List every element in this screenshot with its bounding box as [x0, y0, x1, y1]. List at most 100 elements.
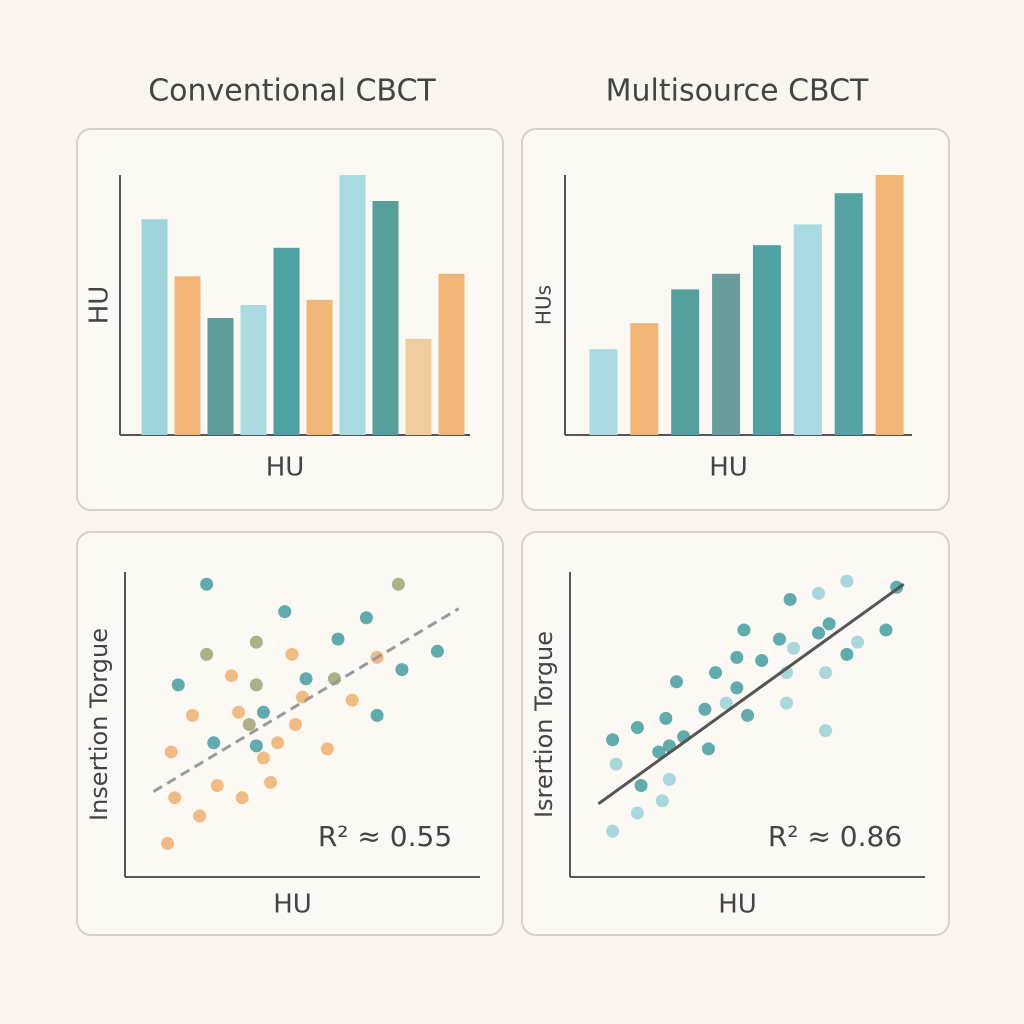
point — [606, 824, 620, 838]
point — [207, 736, 221, 750]
point — [840, 647, 854, 661]
point — [185, 708, 199, 722]
point — [242, 718, 256, 731]
y-axis-label: Insertion Torgue — [85, 628, 113, 821]
y-axis-label: HU — [85, 286, 115, 325]
point — [249, 635, 263, 649]
point — [200, 577, 214, 591]
bar — [405, 338, 432, 435]
point — [171, 678, 185, 692]
point — [851, 635, 865, 649]
bar — [712, 273, 741, 435]
point — [812, 586, 825, 600]
point — [299, 672, 313, 686]
point — [235, 791, 249, 805]
point — [391, 577, 405, 591]
point — [701, 742, 715, 756]
point — [819, 666, 833, 680]
point — [320, 742, 334, 756]
bar — [671, 289, 700, 435]
point — [655, 794, 669, 808]
y-axis-label: HUs — [532, 285, 556, 325]
bar — [589, 349, 618, 435]
trend-line — [152, 607, 460, 793]
point — [331, 632, 345, 646]
chart-title: Conventional CBCT — [148, 74, 436, 109]
point — [783, 592, 797, 606]
point — [755, 653, 769, 667]
panel — [76, 531, 504, 936]
point — [278, 605, 292, 619]
point — [662, 772, 676, 786]
point — [256, 751, 270, 765]
chart-title: Multisource CBCT — [606, 74, 869, 109]
point — [780, 696, 794, 710]
point — [264, 775, 278, 789]
bar — [240, 305, 267, 435]
bar — [174, 276, 201, 435]
point — [359, 611, 373, 625]
point — [698, 702, 712, 716]
point — [606, 733, 620, 747]
point — [168, 791, 182, 805]
point — [249, 678, 263, 692]
panel — [521, 531, 950, 936]
x-axis-label: HU — [718, 890, 757, 920]
bar — [306, 299, 333, 435]
point — [840, 574, 854, 588]
point — [161, 836, 175, 850]
bar — [752, 245, 781, 435]
point — [345, 693, 359, 707]
point — [370, 708, 384, 722]
point — [430, 644, 444, 658]
point — [659, 711, 673, 725]
point — [719, 696, 733, 710]
point — [670, 675, 683, 689]
x-axis-label: HU — [266, 453, 305, 483]
point — [210, 779, 224, 792]
point — [609, 757, 623, 771]
point — [737, 623, 751, 637]
point — [630, 806, 644, 820]
bar — [793, 224, 822, 435]
bar — [273, 247, 300, 435]
bar — [141, 219, 168, 435]
point — [249, 739, 263, 753]
x-axis-label: HU — [709, 453, 748, 483]
bar — [372, 201, 399, 435]
point — [652, 745, 666, 759]
bar — [875, 175, 904, 435]
bar — [339, 175, 366, 435]
point — [256, 705, 270, 719]
point — [395, 663, 409, 677]
point — [879, 623, 893, 637]
bar — [834, 193, 863, 435]
point — [772, 632, 786, 646]
point — [709, 666, 723, 680]
point — [232, 705, 246, 719]
point — [225, 669, 238, 683]
point — [730, 650, 744, 664]
point — [787, 641, 801, 655]
point — [285, 647, 299, 661]
annotation: R² ≈ 0.86 — [768, 820, 902, 853]
point — [193, 809, 207, 823]
point — [741, 708, 754, 722]
bar — [630, 323, 659, 435]
y-axis-label: Isrertion Torgue — [530, 631, 558, 818]
trend-line — [597, 582, 905, 806]
point — [819, 724, 833, 738]
x-axis-label: HU — [273, 890, 312, 920]
point — [164, 745, 178, 759]
point — [200, 647, 214, 661]
point — [288, 718, 302, 731]
point — [271, 736, 285, 750]
bar — [207, 318, 234, 435]
point — [630, 721, 644, 735]
point — [730, 681, 744, 695]
point — [812, 626, 825, 640]
point — [634, 779, 648, 792]
bar — [438, 273, 465, 435]
point — [296, 690, 309, 704]
